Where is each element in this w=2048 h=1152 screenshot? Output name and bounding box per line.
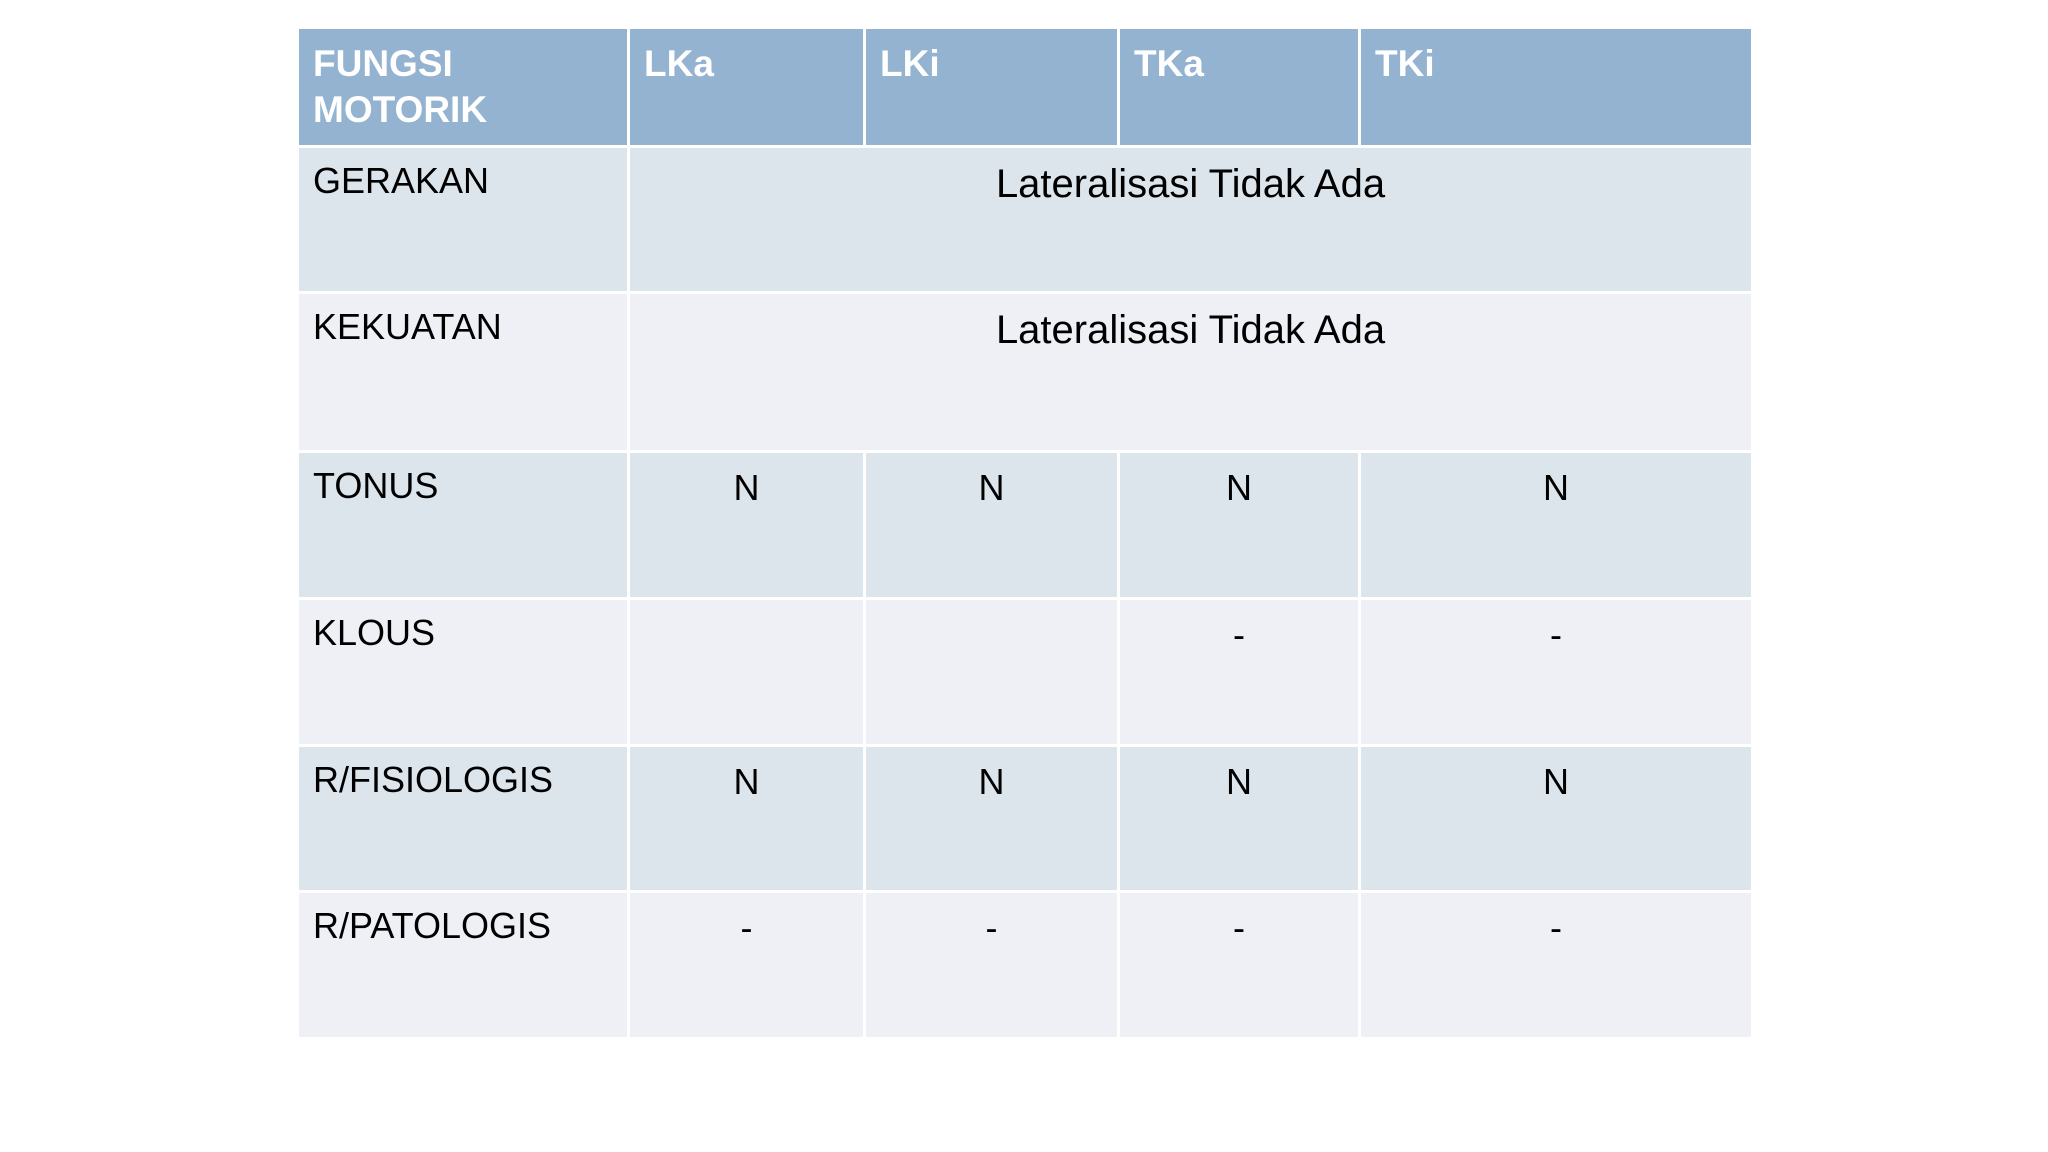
cell: N (1117, 450, 1361, 600)
cell: - (627, 890, 866, 1040)
header-cell: TKi (1358, 26, 1754, 148)
row-label: R/PATOLOGIS (296, 890, 630, 1040)
cell: N (1358, 744, 1754, 893)
cell (863, 597, 1120, 747)
motor-table: FUNGSI MOTORIK LKa LKi TKa TKi GERAKAN Latera… (296, 26, 1754, 1040)
cell: N (863, 744, 1120, 893)
header-cell: LKa (627, 26, 866, 148)
cell: - (1117, 597, 1361, 747)
cell: - (1358, 890, 1754, 1040)
cell: - (863, 890, 1120, 1040)
table-row: KLOUS - - (296, 597, 1754, 747)
row-label: GERAKAN (296, 145, 630, 294)
header-cell: LKi (863, 26, 1120, 148)
table-row: GERAKAN Lateralisasi Tidak Ada (296, 145, 1754, 294)
cell: N (1358, 450, 1754, 600)
cell: N (627, 744, 866, 893)
header-cell: TKa (1117, 26, 1361, 148)
table-body: GERAKAN Lateralisasi Tidak Ada KEKUATAN Lat… (296, 145, 1754, 1040)
header-cell: FUNGSI MOTORIK (296, 26, 630, 148)
cell: N (863, 450, 1120, 600)
cell: N (627, 450, 866, 600)
cell (627, 597, 866, 747)
row-label: KEKUATAN (296, 291, 630, 453)
cell: Lateralisasi Tidak Ada (627, 145, 1754, 294)
table-row: KEKUATAN Lateralisasi Tidak Ada (296, 291, 1754, 453)
row-label: R/FISIOLOGIS (296, 744, 630, 893)
table-row: TONUS N N N N (296, 450, 1754, 600)
table-row: R/FISIOLOGIS N N N N (296, 744, 1754, 893)
row-label: KLOUS (296, 597, 630, 747)
cell: N (1117, 744, 1361, 893)
table-row: R/PATOLOGIS - - - - (296, 890, 1754, 1040)
header-row: FUNGSI MOTORIK LKa LKi TKa TKi (296, 26, 1754, 148)
row-label: TONUS (296, 450, 630, 600)
cell: - (1117, 890, 1361, 1040)
cell: Lateralisasi Tidak Ada (627, 291, 1754, 453)
cell: - (1358, 597, 1754, 747)
